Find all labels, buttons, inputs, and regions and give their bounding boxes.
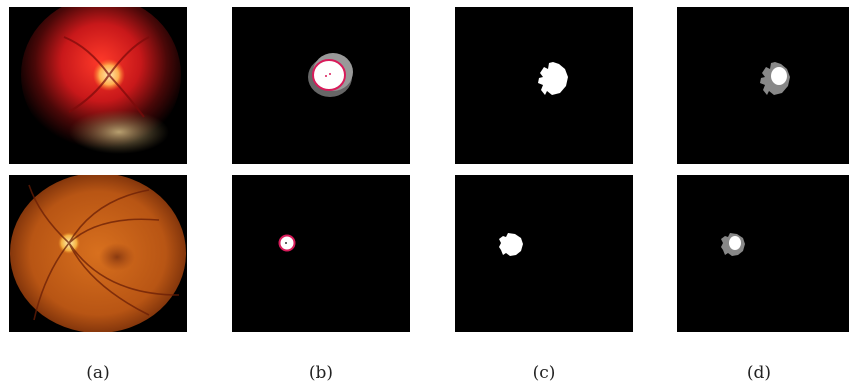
gray-mask-row1 (677, 7, 849, 164)
caption-a: (a) (86, 363, 110, 383)
caption-b: (b) (308, 363, 334, 383)
contour-overlay-row2 (232, 175, 410, 332)
gray-mask-row1-graphic (677, 7, 849, 164)
caption-d: (d) (746, 363, 772, 383)
fundus-image-row1 (9, 7, 187, 164)
binary-mask-row1 (455, 7, 633, 164)
binary-mask-row2 (455, 175, 633, 332)
contour-overlay-row1 (232, 7, 410, 164)
contour-overlay-row1-graphic (232, 7, 410, 164)
binary-mask-row2-graphic (455, 175, 633, 332)
gray-mask-row2 (677, 175, 849, 332)
binary-mask-row1-graphic (455, 7, 633, 164)
fundus-image-row2 (9, 175, 187, 332)
fundus-image-row2-graphic (9, 175, 187, 332)
gray-mask-row2-graphic (677, 175, 849, 332)
fundus-image-row1-graphic (9, 7, 187, 164)
caption-c: (c) (532, 363, 556, 383)
contour-overlay-row2-graphic (232, 175, 410, 332)
